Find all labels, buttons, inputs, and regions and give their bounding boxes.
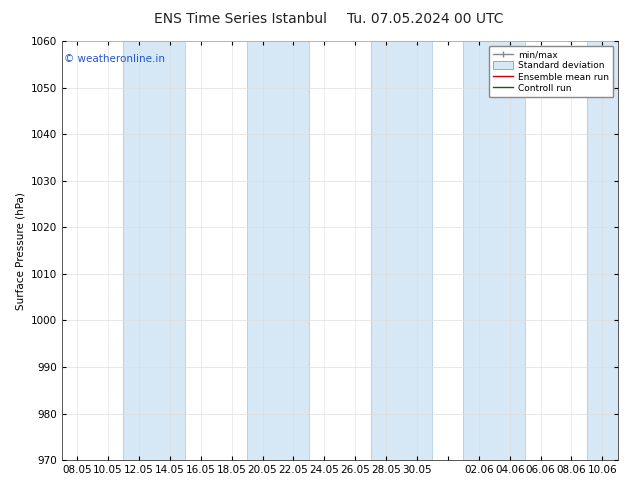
Bar — [247, 41, 309, 460]
Y-axis label: Surface Pressure (hPa): Surface Pressure (hPa) — [15, 192, 25, 310]
Bar — [371, 41, 432, 460]
Bar — [124, 41, 185, 460]
Text: ENS Time Series Istanbul: ENS Time Series Istanbul — [155, 12, 327, 26]
Text: © weatheronline.in: © weatheronline.in — [65, 53, 165, 64]
Bar — [587, 41, 633, 460]
Legend: min/max, Standard deviation, Ensemble mean run, Controll run: min/max, Standard deviation, Ensemble me… — [489, 46, 613, 98]
Bar — [463, 41, 525, 460]
Text: Tu. 07.05.2024 00 UTC: Tu. 07.05.2024 00 UTC — [347, 12, 503, 26]
